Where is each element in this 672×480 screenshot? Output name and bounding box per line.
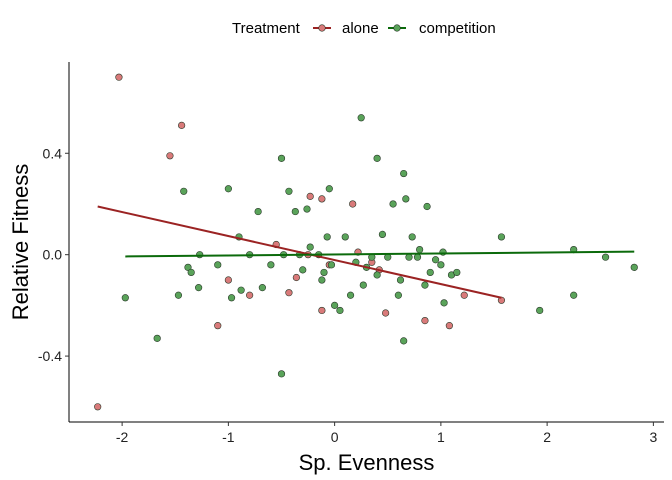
data-point-competition: [325, 185, 333, 193]
data-point-competition: [437, 261, 445, 269]
data-point-competition: [299, 266, 307, 274]
data-point-competition: [570, 291, 578, 299]
data-point-competition: [184, 263, 192, 271]
data-point-competition: [431, 256, 440, 264]
data-point-alone: [318, 306, 326, 315]
data-point-alone: [115, 73, 123, 81]
data-point-competition: [331, 301, 339, 309]
data-point-alone: [94, 403, 102, 411]
x-tick-label: -2: [116, 429, 129, 445]
data-point-competition: [536, 306, 544, 315]
y-tick-label: -0.4: [38, 348, 62, 364]
legend-key-point-competition: [393, 24, 401, 32]
data-point-competition: [405, 253, 413, 261]
trend-line-alone: [97, 205, 502, 299]
data-point-alone: [318, 195, 326, 203]
data-point-competition: [227, 294, 236, 302]
data-point-competition: [303, 205, 311, 213]
data-point-alone: [285, 289, 293, 297]
data-point-competition: [196, 251, 204, 259]
data-point-competition: [373, 154, 381, 162]
trend-line-competition: [125, 250, 635, 258]
data-point-competition: [373, 271, 381, 279]
data-point-competition: [378, 230, 387, 238]
data-point-competition: [174, 291, 183, 299]
legend: Treatment alone competition: [232, 20, 496, 37]
data-point-alone: [382, 309, 390, 317]
data-point-competition: [421, 281, 429, 289]
legend-key-point-alone: [318, 24, 326, 32]
data-point-competition: [400, 337, 408, 345]
data-point-competition: [291, 207, 299, 216]
data-point-competition: [408, 233, 416, 241]
data-point-competition: [277, 370, 286, 378]
data-point-competition: [630, 263, 638, 271]
data-point-alone: [421, 316, 429, 325]
legend-title: Treatment: [232, 20, 301, 37]
data-point-competition: [214, 261, 222, 269]
data-point-competition: [416, 246, 424, 254]
data-point-competition: [341, 233, 349, 241]
data-point-competition: [396, 276, 405, 284]
data-point-competition: [187, 268, 195, 277]
data-point-competition: [440, 299, 448, 307]
axes: -2 -1 0 1 2 3 -0.4 0.0 0.4: [38, 62, 664, 445]
data-point-competition: [323, 233, 331, 241]
data-point-competition: [195, 284, 203, 292]
data-point-alone: [445, 322, 453, 330]
data-point-competition: [497, 233, 506, 241]
data-point-alone: [306, 192, 314, 200]
data-point-competition: [426, 268, 434, 277]
data-point-competition: [394, 291, 402, 299]
data-point-alone: [224, 276, 232, 284]
data-point-competition: [453, 268, 461, 277]
data-point-competition: [153, 334, 161, 342]
x-tick-label: 3: [649, 429, 657, 445]
y-axis-title: Relative Fitness: [8, 164, 33, 321]
data-point-alone: [292, 273, 300, 282]
x-tick-label: 2: [543, 429, 551, 445]
x-tick-label: -1: [222, 429, 235, 445]
data-point-competition: [327, 261, 336, 269]
data-point-competition: [601, 253, 610, 261]
data-point-competition: [180, 187, 188, 195]
data-point-competition: [346, 291, 355, 299]
data-point-competition: [285, 187, 293, 195]
data-point-competition: [306, 243, 314, 251]
legend-label-competition: competition: [419, 20, 496, 37]
data-point-competition: [389, 200, 397, 208]
y-tick-label: 0.0: [43, 247, 63, 263]
data-point-competition: [258, 284, 266, 292]
data-point-competition: [423, 202, 431, 211]
x-tick-label: 1: [437, 429, 445, 445]
data-point-competition: [224, 185, 232, 193]
data-point-competition: [277, 154, 286, 162]
data-point-alone: [214, 322, 222, 330]
data-point-alone: [460, 291, 468, 299]
data-point-competition: [357, 114, 365, 122]
data-point-alone: [178, 121, 186, 129]
data-point-competition: [320, 268, 328, 277]
x-tick-label: 0: [331, 429, 339, 445]
data-point-competition: [359, 281, 367, 289]
data-point-competition: [121, 294, 129, 302]
data-point-alone: [349, 200, 357, 208]
data-point-competition: [402, 195, 410, 203]
data-point-competition: [413, 253, 422, 261]
data-point-alone: [246, 291, 254, 299]
x-axis-title: Sp. Evenness: [299, 450, 435, 475]
plot-area: [94, 73, 638, 411]
data-point-competition: [400, 169, 408, 178]
legend-label-alone: alone: [342, 20, 379, 37]
data-point-competition: [237, 286, 245, 294]
data-point-competition: [267, 261, 275, 269]
data-point-alone: [166, 152, 174, 160]
data-point-competition: [318, 276, 326, 284]
data-point-competition: [254, 207, 262, 216]
y-tick-label: 0.4: [43, 145, 63, 161]
data-point-competition: [336, 306, 344, 315]
